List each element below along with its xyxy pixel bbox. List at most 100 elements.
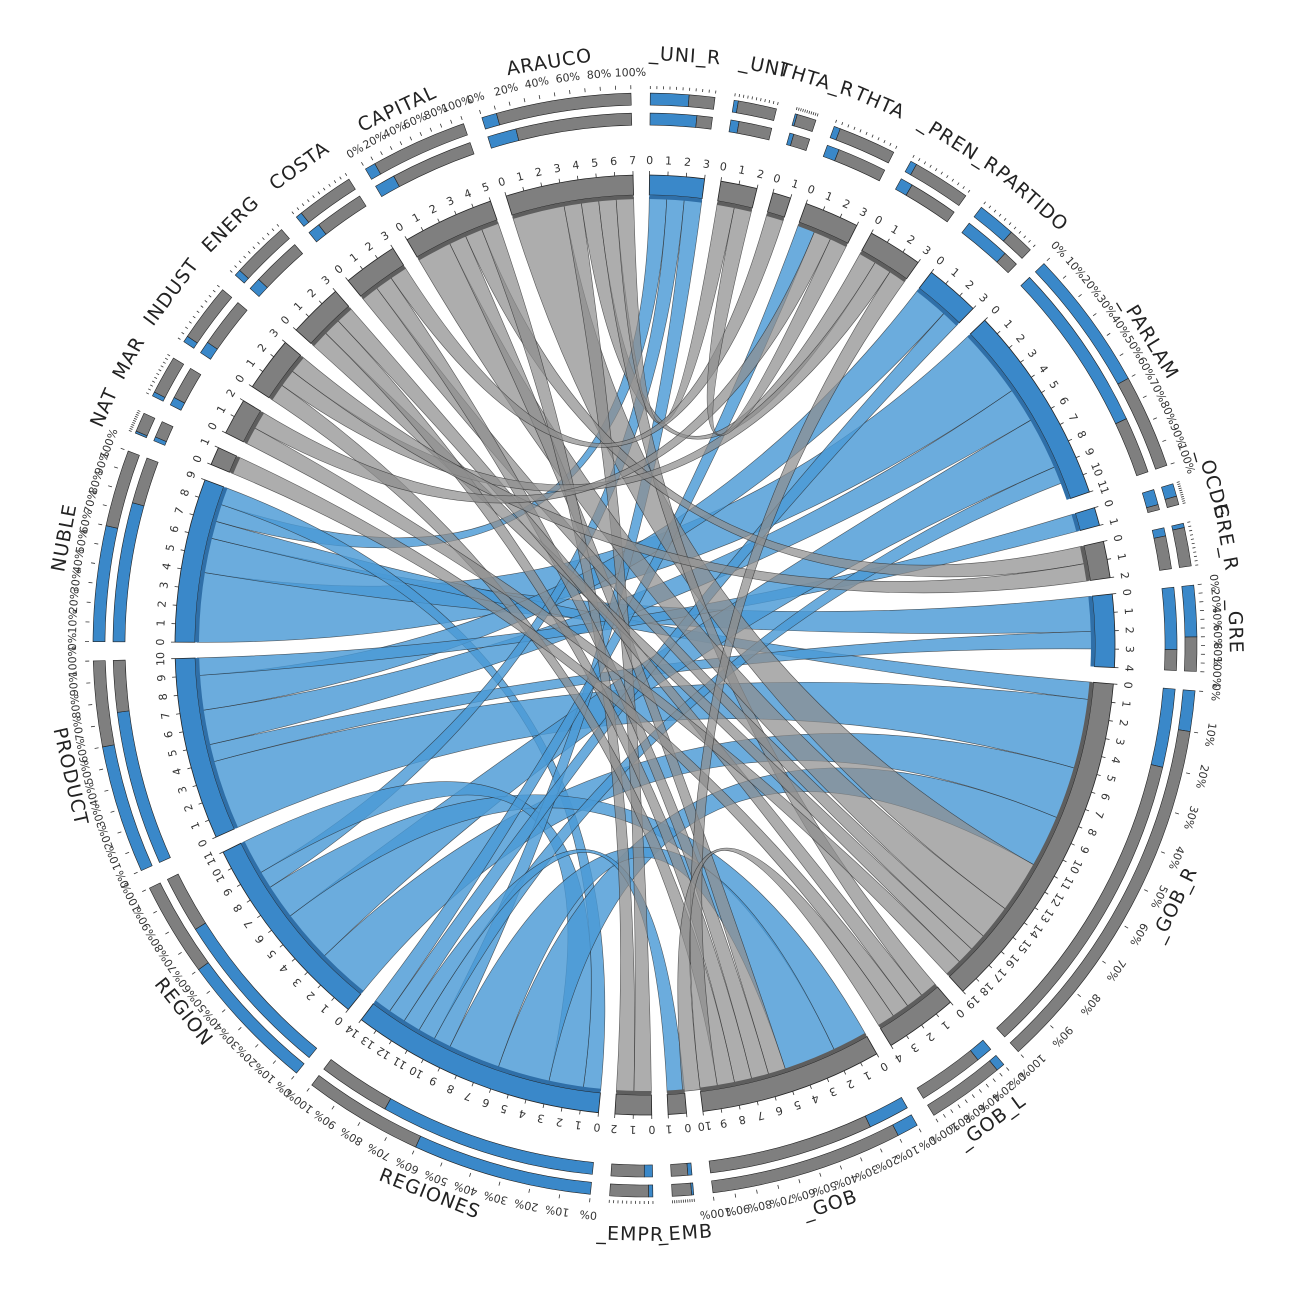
band2-blue-_GOB_R <box>1177 689 1196 732</box>
pct-tick-PRODUCT-5 <box>99 768 104 771</box>
segment-inner-NAT <box>229 456 241 474</box>
pct-tick-_GOB-2 <box>880 1148 883 1153</box>
pct-label-PRODUCT-9: 90% <box>67 671 82 696</box>
band1-gray-_EMPR <box>610 1163 645 1178</box>
pct-tick-ENERG-10 <box>276 224 280 227</box>
tick-label-INDUST-3: 3 <box>267 326 281 340</box>
tick-label-MAR-1: 1 <box>214 403 229 415</box>
tick-label-_GOB-7: 7 <box>756 1108 766 1122</box>
pct-tick-REGIONES-9 <box>331 1105 335 1110</box>
tick-_PREN_R-1 <box>887 238 890 243</box>
tick-label-ENERG-3: 3 <box>319 273 333 287</box>
pct-tick-_GOB_L-2 <box>992 1078 996 1083</box>
tick-REGIONES-3 <box>542 1103 545 1108</box>
pct-label-_GOB_R-0: 0% <box>1208 683 1222 701</box>
pct-tick-_OCDE-2 <box>1177 485 1181 488</box>
tick-label-GRE_R-0: 0 <box>1110 533 1124 543</box>
tick-ARAUCO-4 <box>576 175 579 180</box>
tick-_UNI-2 <box>756 184 759 189</box>
tick-_GOB_R-19 <box>962 990 966 995</box>
tick-label-_PARLAM-6: 6 <box>1056 395 1071 408</box>
pct-tick-_GOB_L-8 <box>950 1109 954 1113</box>
tick-REGIONES-10 <box>421 1059 424 1064</box>
tick-label-PRODUCT-1: 1 <box>188 820 203 831</box>
pct-tick-_PREN_R-4 <box>935 168 938 172</box>
pct-tick-_OCDE-8 <box>1181 498 1185 500</box>
band1-blue-ARAUCO <box>487 128 520 149</box>
pct-tick-_PARLAM-3 <box>1092 313 1097 317</box>
tick-REGION-4 <box>291 958 296 962</box>
tick-_GOB_L-0 <box>950 1001 954 1006</box>
tick-label-PRODUCT-5: 5 <box>166 748 180 758</box>
pct-tick-_GOB_L-6 <box>964 1099 968 1104</box>
tick-PARTIDO-0 <box>931 268 935 273</box>
tick-label-CAPITAL-3: 3 <box>445 194 457 209</box>
tick-PRODUCT-0 <box>212 836 217 840</box>
pct-tick-_GOB_L-0 <box>1006 1067 1010 1071</box>
tick-label-INDUST-0: 0 <box>233 372 248 385</box>
tick-REGION-11 <box>219 851 224 855</box>
tick-label-_PREN_R-0: 0 <box>872 213 884 228</box>
segment-arc-_UNI_R <box>648 174 706 200</box>
pct-tick-CAPITAL-7 <box>429 127 433 132</box>
pct-tick-CAPITAL-1 <box>370 156 374 161</box>
pct-tick-_GOB_R-6 <box>1124 925 1129 929</box>
pct-tick-_GOB_R-4 <box>1160 851 1165 854</box>
pct-tick-INDUST-9 <box>212 289 216 293</box>
tick-CAPITAL-3 <box>454 210 457 215</box>
tick-label-_PARLAM-8: 8 <box>1074 429 1089 441</box>
pct-tick-INDUST-1 <box>181 332 185 335</box>
pct-tick-ENERG-6 <box>257 241 260 245</box>
pct-tick-INDUST-8 <box>208 295 212 298</box>
pct-label-REGIONES-2: 20% <box>513 1196 540 1214</box>
band2-gray-_PARLAM <box>1117 377 1168 470</box>
band2-gray-_EMPR <box>609 1183 649 1198</box>
band1-gray-_UNI_R <box>695 115 713 130</box>
pct-tick-_PREN_R-5 <box>940 171 943 175</box>
segment-inner-GRE_R <box>1080 545 1091 582</box>
chord-link-ARAUCO-_EMPR <box>563 201 652 1094</box>
pct-tick-COSTA-3 <box>307 199 310 203</box>
pct-tick-MAR-10 <box>167 354 171 357</box>
tick-label-_UNI_R-2: 2 <box>684 156 692 170</box>
pct-tick-_OCDE-5 <box>1179 491 1183 494</box>
pct-tick-COSTA-8 <box>333 180 337 184</box>
segment-inner-_GOB_L <box>878 983 938 1029</box>
pct-label-_GRE-0: 0% <box>1207 573 1222 592</box>
tick-label-REGION-7: 7 <box>241 917 256 930</box>
segment-inner-COSTA <box>360 265 406 300</box>
segment-inner-PARTIDO <box>916 288 960 326</box>
segment-arc-_EMPR <box>614 1093 653 1116</box>
tick-_PARLAM-11 <box>1089 490 1094 493</box>
tick-label-REGIONES-12: 12 <box>374 1044 393 1062</box>
tick-label-_GOB_R-13: 13 <box>1038 906 1057 925</box>
pct-tick-REGION-1 <box>272 1060 277 1064</box>
pct-label-NUBLE-0: 0% <box>66 633 79 651</box>
tick-GRE_R-2 <box>1110 576 1115 579</box>
band1-gray-COSTA <box>318 195 367 235</box>
tick-REGION-1 <box>331 997 335 1001</box>
band2-gray-_GOB <box>711 1124 899 1194</box>
pct-tick-NAT-6 <box>133 417 137 420</box>
pct-tick-PRODUCT-2 <box>117 831 122 834</box>
tick-REGIONES-9 <box>437 1067 441 1072</box>
tick-ENERG-0 <box>292 327 297 331</box>
tick-PRODUCT-4 <box>187 767 192 770</box>
pct-label-REGIONES-7: 70% <box>365 1140 393 1163</box>
segment-inner-_EMB <box>666 1089 685 1095</box>
band1-gray-MAR <box>173 368 202 404</box>
band1-gray-_GRE <box>1164 649 1178 671</box>
band2-gray-THTA <box>835 128 895 164</box>
pct-label-_PARLAM-10: 100% <box>1175 442 1198 476</box>
tick-REGION-3 <box>304 971 308 976</box>
tick-REGION-0 <box>345 1009 349 1013</box>
pct-tick-NAT-7 <box>134 415 138 418</box>
tick-label-_OCDE-1: 1 <box>1106 517 1120 527</box>
pct-tick-ARAUCO-2 <box>508 101 511 106</box>
tick-REGIONES-1 <box>579 1110 581 1115</box>
pct-tick-_UNI-8 <box>768 99 771 104</box>
pct-tick-_PARLAM-1 <box>1062 275 1067 279</box>
tick-label-REGIONES-13: 13 <box>358 1033 377 1052</box>
pct-label-NUBLE-7: 70% <box>81 488 100 515</box>
tick-label-PARTIDO-3: 3 <box>976 291 990 305</box>
